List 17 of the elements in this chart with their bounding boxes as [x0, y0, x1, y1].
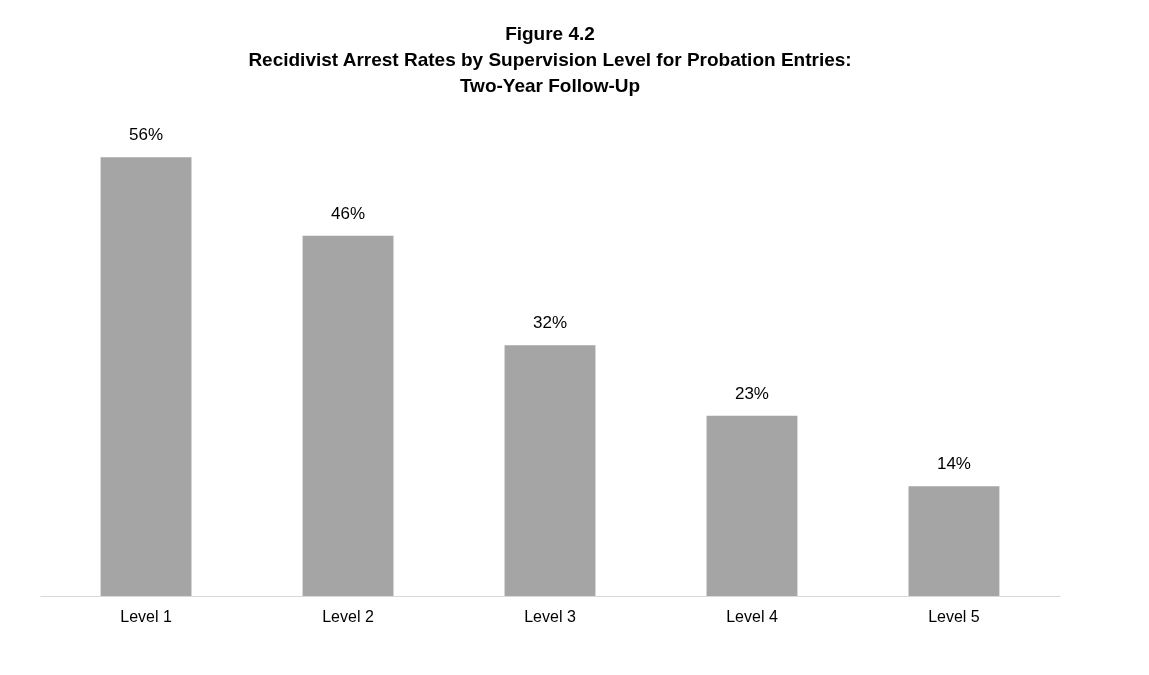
x-tick-label: Level 3: [524, 607, 576, 625]
data-label: 23%: [734, 383, 769, 403]
data-label: 32%: [532, 313, 568, 333]
x-tick-label: Level 4: [726, 607, 778, 625]
x-tick-label: Level 1: [120, 607, 172, 625]
bar: [100, 157, 192, 596]
x-tick-label: Level 5: [928, 607, 980, 625]
bar: [302, 235, 394, 596]
x-tick-label: Level 2: [322, 607, 374, 625]
data-label: 46%: [331, 203, 366, 223]
chart-title: Figure 4.2: [505, 23, 595, 44]
bar: [706, 415, 798, 596]
bar: [908, 486, 1000, 596]
chart-subtitle: Recidivist Arrest Rates by Supervision Level for Probation Entries: Two-Year Follow-Up: [248, 49, 852, 96]
bar: [504, 345, 596, 596]
data-label: 14%: [936, 454, 971, 474]
data-label: 56%: [129, 125, 164, 145]
